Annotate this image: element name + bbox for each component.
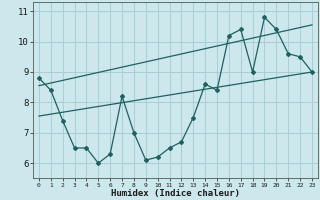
X-axis label: Humidex (Indice chaleur): Humidex (Indice chaleur) xyxy=(111,189,240,198)
